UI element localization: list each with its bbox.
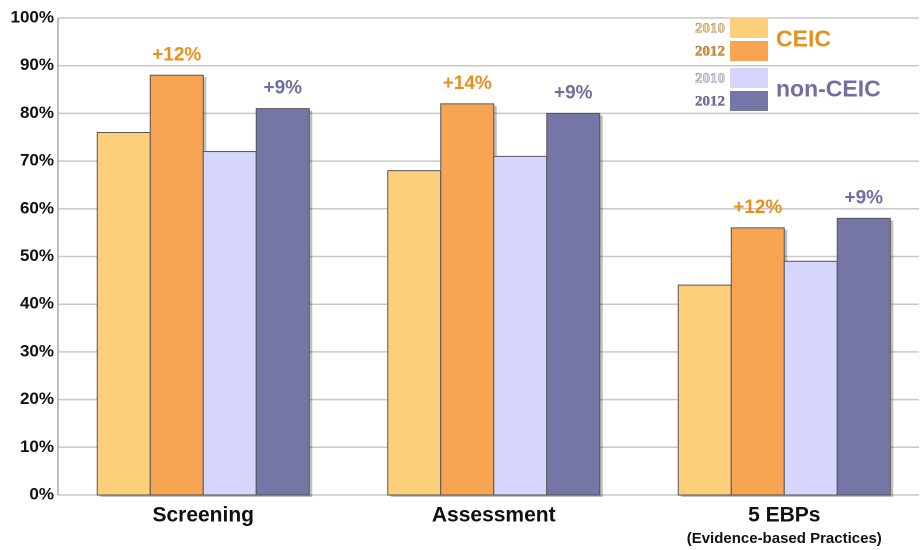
legend-label: 2010 (695, 20, 725, 36)
y-tick-label: 100% (11, 7, 54, 26)
annotation: +9% (844, 187, 883, 208)
bar (440, 103, 495, 496)
bar (202, 151, 257, 496)
annotation: +14% (443, 73, 492, 94)
bar (783, 260, 838, 496)
legend-swatch (730, 91, 768, 111)
legend-swatch (730, 68, 768, 88)
y-tick-label: 40% (20, 294, 54, 313)
category-note: (Evidence-based Practices) (687, 530, 882, 547)
y-tick-label: 70% (20, 151, 54, 170)
legend-swatch (730, 41, 768, 61)
bar (149, 74, 204, 496)
x-tick-label: 5 EBPs (748, 504, 820, 527)
legend-swatch (730, 18, 768, 38)
y-tick-label: 90% (20, 55, 54, 74)
annotation: +12% (152, 44, 201, 65)
legend-label: 2010 (695, 70, 725, 86)
bar (677, 284, 732, 496)
y-tick-label: 30% (20, 341, 54, 360)
annotation: +9% (554, 82, 593, 103)
bar (836, 217, 891, 496)
bar (387, 170, 442, 496)
y-tick-label: 0% (29, 484, 54, 503)
y-tick-label: 10% (20, 437, 54, 456)
bar (546, 112, 601, 496)
bar (255, 108, 310, 496)
bar (96, 131, 151, 496)
y-tick-label: 20% (20, 389, 54, 408)
y-tick-label: 60% (20, 198, 54, 217)
x-tick-label: Screening (152, 504, 254, 527)
bar (493, 155, 548, 496)
legend-group-label: non-CEIC (776, 76, 881, 102)
legend-label: 2012 (695, 43, 725, 59)
annotation: +12% (733, 197, 782, 218)
legend-group-label: CEIC (776, 26, 831, 52)
bar (730, 227, 785, 496)
legend-label: 2012 (695, 93, 725, 109)
y-tick-label: 50% (20, 246, 54, 265)
annotation: +9% (263, 78, 302, 99)
x-tick-label: Assessment (432, 504, 556, 527)
y-tick-label: 80% (20, 103, 54, 122)
